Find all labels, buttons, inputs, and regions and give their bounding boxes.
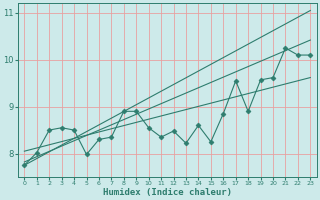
X-axis label: Humidex (Indice chaleur): Humidex (Indice chaleur) xyxy=(103,188,232,197)
